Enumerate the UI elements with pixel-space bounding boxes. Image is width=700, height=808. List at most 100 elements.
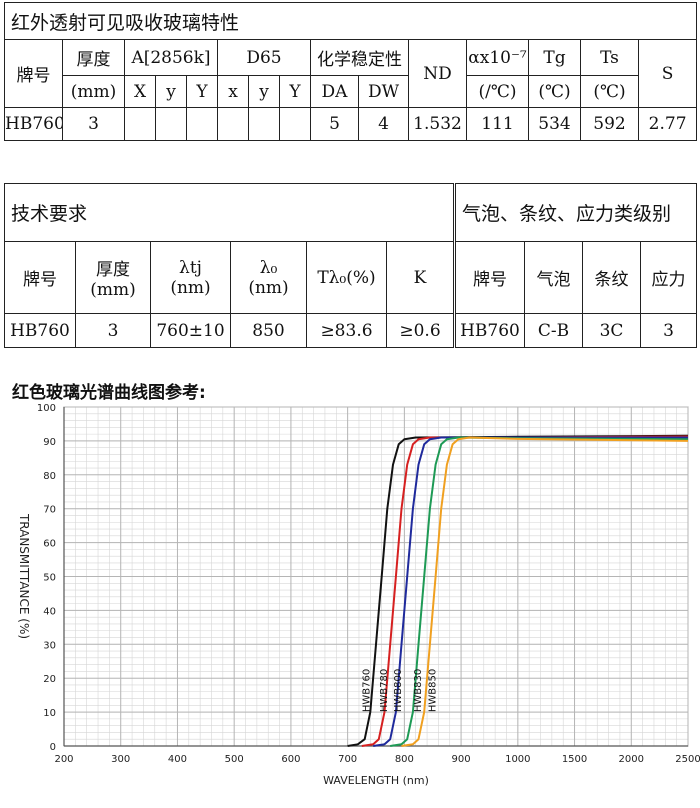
a2856k-header: A[2856k] — [124, 39, 218, 76]
cell-s: 2.77 — [637, 107, 698, 141]
ts-header: Ts — [580, 39, 639, 76]
a-y-header: y — [155, 75, 187, 108]
grade-header: 牌号 — [455, 241, 525, 314]
cell-grade: HB760 — [4, 313, 76, 348]
thickness-unit: (mm) — [62, 75, 125, 108]
stress-header: 应力 — [639, 241, 698, 314]
x-tick-label: 600 — [281, 754, 300, 765]
y-tick-label: 60 — [43, 539, 56, 550]
cell-d65-y — [248, 107, 280, 141]
cell-thickness: 3 — [62, 107, 125, 141]
cell-ltj: 760±10 — [150, 313, 231, 348]
grade-header: 牌号 — [4, 241, 76, 314]
y-tick-label: 50 — [43, 573, 56, 584]
d65-y-header: y — [248, 75, 280, 108]
cell-l0: 850 — [230, 313, 307, 348]
cell-a-x — [124, 107, 156, 141]
y-axis-label: TRANSMITTANCE (%) — [17, 513, 31, 639]
series-label: HWB830 — [413, 669, 424, 712]
d65-Y-header: Y — [279, 75, 311, 108]
s-header: S — [637, 39, 698, 108]
cell-thickness: 3 — [75, 313, 151, 348]
bubble-stripe-stress-table: 气泡、条纹、应力类级别 牌号 气泡 条纹 应力 HB760 C-B 3C 3 — [454, 183, 698, 348]
x-tick-label: 400 — [168, 754, 187, 765]
x-tick-label: 1500 — [562, 754, 587, 765]
cell-k: ≥0.6 — [385, 313, 455, 348]
technical-requirements-table: 技术要求 牌号 厚度 (mm) λtj (nm) λ₀ (nm) Tλ₀(%) K H… — [3, 183, 455, 348]
x-tick-label: 1000 — [505, 754, 530, 765]
cell-alpha: 111 — [466, 107, 529, 141]
cell-stripe: 3C — [582, 313, 641, 348]
series-label: HWB760 — [362, 669, 373, 712]
da-header: DA — [310, 75, 359, 108]
table-row: HB760 3 5 4 1.532 111 534 592 2.77 — [4, 107, 698, 141]
tl0-header: Tλ₀(%) — [306, 241, 387, 314]
table1-title: 红外透射可见吸收玻璃特性 — [3, 2, 698, 40]
series-label: HWB780 — [379, 669, 390, 712]
chart-title: 红色玻璃光谱曲线图参考: — [12, 383, 206, 403]
grade-header: 牌号 — [4, 39, 63, 108]
l0-header: λ₀ (nm) — [230, 241, 307, 314]
d65-x-header: x — [217, 75, 249, 108]
cell-dw: 4 — [358, 107, 409, 141]
table-row: HB760 C-B 3C 3 — [455, 313, 698, 348]
nd-header: ND — [408, 39, 467, 108]
ltj-header: λtj (nm) — [150, 241, 231, 314]
series-label: HWB800 — [393, 669, 404, 712]
k-header: K — [385, 241, 455, 314]
alpha-unit: (/℃) — [466, 75, 529, 108]
y-tick-label: 90 — [43, 437, 56, 448]
bubble-header: 气泡 — [524, 241, 583, 314]
tg-unit: (℃) — [528, 75, 581, 108]
series-line-hwb780 — [361, 435, 689, 747]
cell-da: 5 — [310, 107, 359, 141]
tg-header: Tg — [528, 39, 581, 76]
x-tick-label: 800 — [395, 754, 414, 765]
cell-grade: HB760 — [4, 107, 63, 141]
cell-d65-x — [217, 107, 249, 141]
cell-tg: 534 — [528, 107, 581, 141]
y-tick-label: 10 — [43, 708, 56, 719]
cell-grade: HB760 — [455, 313, 525, 348]
x-axis-label: WAVELENGTH (nm) — [323, 774, 429, 787]
table-row: HB760 3 760±10 850 ≥83.6 ≥0.6 — [4, 313, 455, 348]
x-tick-label: 500 — [225, 754, 244, 765]
x-tick-label: 2000 — [619, 754, 644, 765]
y-tick-label: 80 — [43, 471, 56, 482]
glass-properties-table: 红外透射可见吸收玻璃特性 牌号 厚度 A[2856k] D65 化学稳定性 ND… — [3, 2, 698, 141]
cell-nd: 1.532 — [408, 107, 467, 141]
cell-a-y — [155, 107, 187, 141]
y-tick-label: 20 — [43, 674, 56, 685]
series-line-hwb760 — [347, 434, 689, 747]
transmittance-chart: 200 300 400 500 600 700 800 900 1000 1500 2000 2500… — [17, 403, 700, 787]
x-tick-label: 700 — [338, 754, 357, 765]
x-tick-label: 200 — [54, 754, 73, 765]
cell-bubble: C-B — [524, 313, 583, 348]
y-tick-label: 100 — [37, 403, 56, 414]
dw-header: DW — [358, 75, 409, 108]
table3-title: 气泡、条纹、应力类级别 — [454, 183, 698, 242]
table2-title: 技术要求 — [3, 183, 455, 242]
chem-stability-header: 化学稳定性 — [310, 39, 409, 76]
alpha-header: αx10⁻⁷ — [466, 39, 529, 76]
cell-tl0: ≥83.6 — [306, 313, 387, 348]
y-tick-label: 40 — [43, 606, 56, 617]
x-tick-label: 300 — [111, 754, 130, 765]
series-line-hwb800 — [373, 436, 688, 747]
x-tick-label: 900 — [452, 754, 471, 765]
series-line-hwb850 — [401, 436, 689, 747]
y-tick-label: 70 — [43, 505, 56, 516]
cell-d65-Y — [279, 107, 311, 141]
thickness-header: 厚度 — [62, 39, 125, 76]
series-line-hwb830 — [390, 436, 689, 747]
y-tick-label: 30 — [43, 640, 56, 651]
cell-stress: 3 — [639, 313, 698, 348]
stripe-header: 条纹 — [582, 241, 641, 314]
series-label: HWB850 — [428, 669, 439, 712]
ts-unit: (℃) — [580, 75, 639, 108]
d65-header: D65 — [217, 39, 311, 76]
y-tick-label: 0 — [50, 742, 56, 753]
thickness-header: 厚度 (mm) — [75, 241, 151, 314]
a-x-header: X — [124, 75, 156, 108]
cell-ts: 592 — [580, 107, 639, 141]
